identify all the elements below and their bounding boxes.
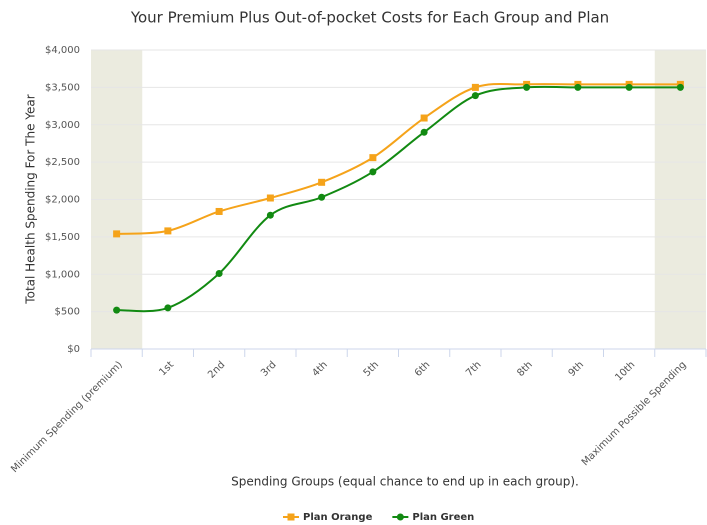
legend-marker bbox=[287, 513, 295, 521]
marker bbox=[420, 128, 428, 136]
x-tick-label: 2nd bbox=[206, 359, 227, 380]
marker bbox=[318, 178, 326, 186]
marker bbox=[523, 83, 531, 91]
marker bbox=[625, 83, 633, 91]
chart-title: Your Premium Plus Out-of-pocket Costs fo… bbox=[130, 9, 609, 27]
y-tick-label: $3,000 bbox=[45, 120, 80, 131]
marker bbox=[215, 270, 223, 278]
marker bbox=[318, 193, 326, 201]
y-tick-label: $500 bbox=[55, 307, 80, 318]
x-tick-label: 3rd bbox=[259, 359, 279, 379]
y-tick-label: $2,500 bbox=[45, 157, 80, 168]
x-tick-label: Maximum Possible Spending bbox=[580, 359, 689, 468]
marker bbox=[676, 83, 684, 91]
x-tick-label: 8th bbox=[515, 359, 535, 379]
x-tick-label: Minimum Spending (premium) bbox=[9, 359, 125, 475]
y-tick-label: $1,000 bbox=[45, 269, 80, 280]
y-tick-label: $1,500 bbox=[45, 232, 80, 243]
legend-label: Plan Orange bbox=[303, 512, 373, 523]
x-tick-label: 4th bbox=[310, 359, 330, 379]
legend-label: Plan Green bbox=[412, 512, 474, 523]
legend-item: Plan Green bbox=[392, 512, 474, 523]
marker bbox=[471, 83, 479, 91]
marker bbox=[471, 92, 479, 100]
x-tick-label: 1st bbox=[157, 359, 176, 378]
y-tick-label: $2,000 bbox=[45, 195, 80, 206]
x-axis-title: Spending Groups (equal chance to end up … bbox=[231, 475, 579, 489]
y-axis-title: Total Health Spending For The Year bbox=[24, 94, 38, 304]
legend-item: Plan Orange bbox=[283, 512, 373, 523]
marker bbox=[113, 230, 121, 238]
x-tick-label: 5th bbox=[362, 359, 382, 379]
marker bbox=[266, 211, 274, 219]
marker bbox=[113, 306, 121, 314]
x-tick-label: 7th bbox=[464, 359, 484, 379]
series-line bbox=[116, 85, 681, 313]
marker bbox=[369, 168, 377, 176]
marker bbox=[420, 114, 428, 122]
y-tick-label: $3,500 bbox=[45, 82, 80, 93]
legend-marker bbox=[396, 513, 404, 521]
marker bbox=[215, 207, 223, 215]
marker bbox=[164, 227, 172, 235]
x-tick-label: 9th bbox=[567, 359, 587, 379]
y-tick-label: $4,000 bbox=[45, 45, 80, 56]
y-tick-label: $0 bbox=[67, 344, 80, 355]
marker bbox=[266, 194, 274, 202]
x-tick-label: 10th bbox=[613, 359, 637, 383]
x-tick-label: 6th bbox=[413, 359, 433, 379]
series-line bbox=[116, 82, 681, 235]
marker bbox=[369, 154, 377, 162]
marker bbox=[164, 304, 172, 312]
marker bbox=[574, 83, 582, 91]
